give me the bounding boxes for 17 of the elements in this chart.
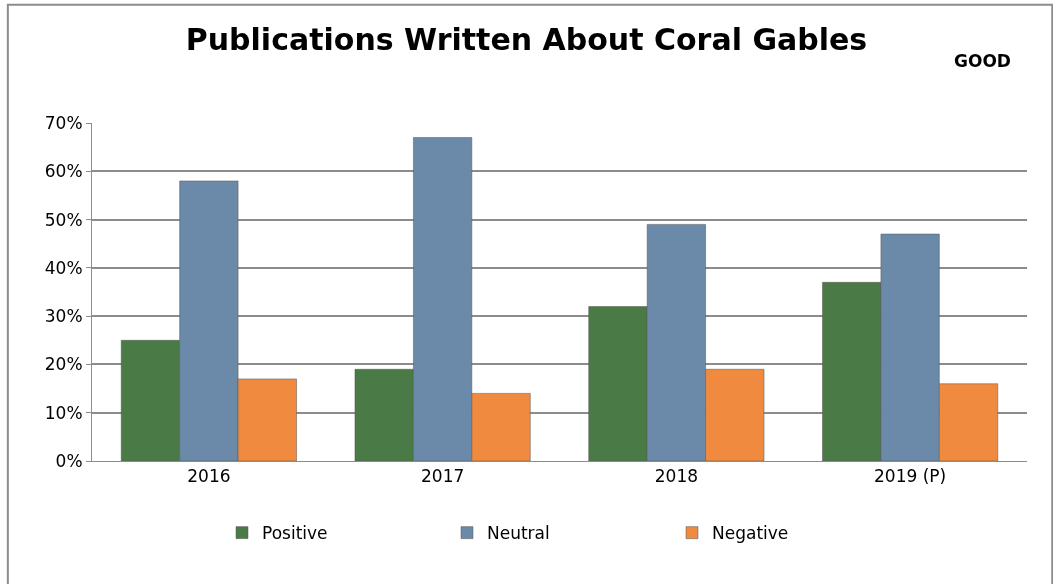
y-tick-label: 20% [44,354,83,375]
y-tick-label: 70% [44,112,83,133]
x-tick-label: 2016 [187,466,231,487]
y-tick-label: 0% [55,450,83,471]
y-tick-label: 30% [44,306,83,327]
y-tick-label: 10% [44,402,83,423]
legend-label: Positive [262,523,328,544]
y-tick-label: 50% [44,209,83,230]
x-tick-label: 2019 (P) [874,466,947,487]
y-tick-label: 60% [44,161,83,182]
chart-title: Publications Written About Coral Gables [185,22,868,58]
x-tick-label: 2018 [654,466,699,487]
legend-label: Neutral [487,523,550,544]
legend-label: Negative [712,523,789,544]
text: GOOD [954,51,1011,71]
y-tick-label: 40% [44,257,83,278]
x-tick-label: 2017 [421,466,465,487]
